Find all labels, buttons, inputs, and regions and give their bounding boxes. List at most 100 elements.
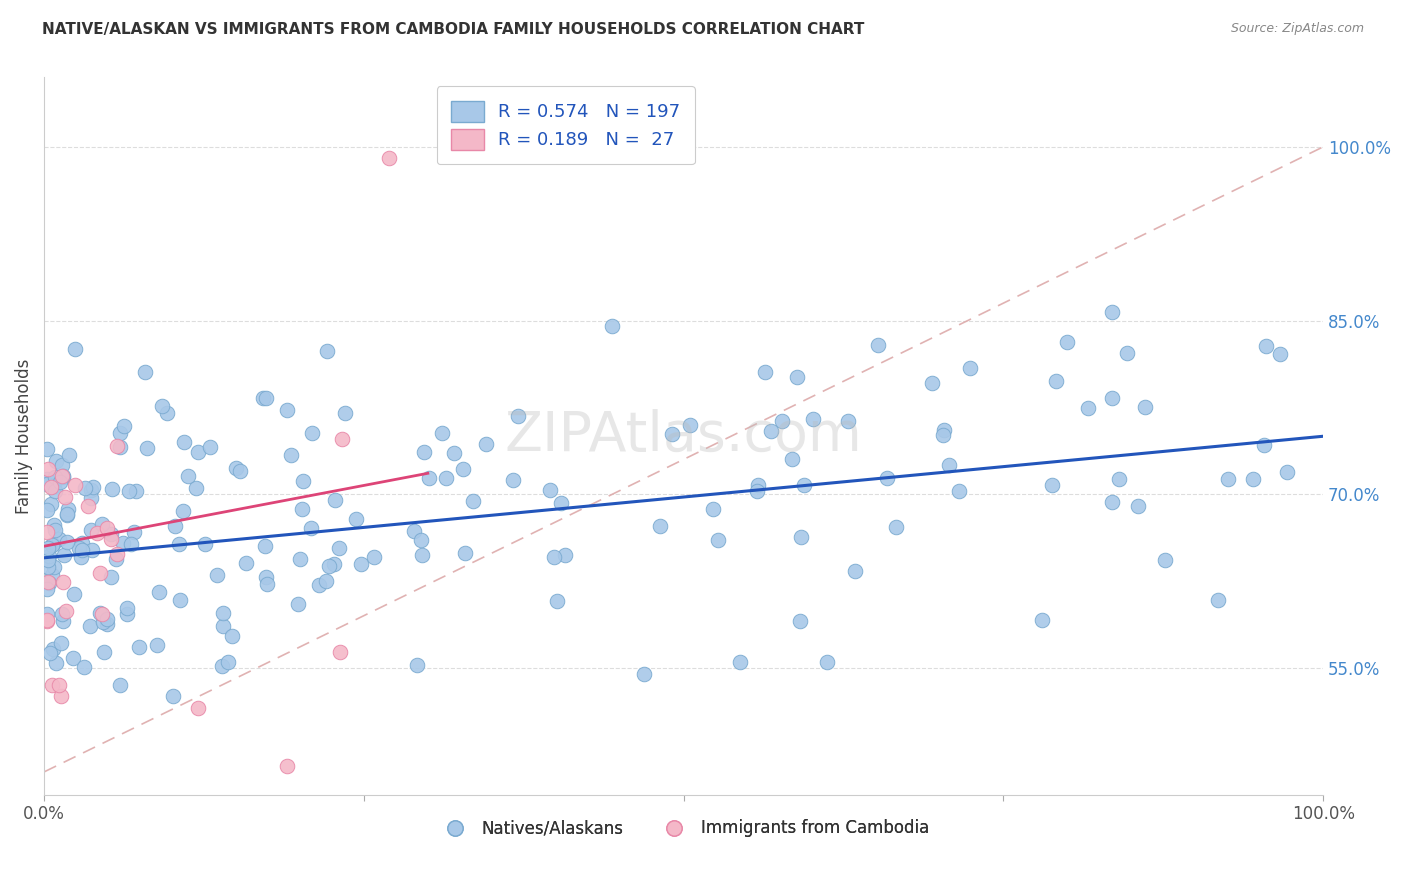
Point: [254, 391, 277, 405]
Point: [288, 551, 311, 566]
Point: [1268, 346, 1291, 360]
Point: [48, 532, 70, 546]
Text: ZIPAtlas.com: ZIPAtlas.com: [505, 409, 862, 463]
Point: [198, 440, 221, 454]
Point: [45, 454, 67, 468]
Point: [172, 504, 194, 518]
Point: [124, 524, 146, 539]
Point: [1254, 339, 1277, 353]
Point: [176, 469, 198, 483]
Point: [108, 426, 131, 441]
Point: [35, 582, 58, 596]
Point: [62, 586, 84, 600]
Point: [815, 655, 838, 669]
Point: [1253, 438, 1275, 452]
Point: [56, 502, 79, 516]
Point: [42, 560, 65, 574]
Point: [543, 549, 565, 564]
Point: [707, 533, 730, 547]
Point: [41, 538, 63, 552]
Point: [58, 448, 80, 462]
Point: [73, 481, 96, 495]
Point: [136, 442, 159, 456]
Point: [35, 442, 58, 457]
Point: [91, 516, 114, 531]
Point: [318, 558, 340, 573]
Point: [80, 543, 103, 558]
Point: [39, 497, 62, 511]
Point: [48, 678, 70, 692]
Point: [754, 366, 776, 380]
Point: [328, 541, 350, 555]
Point: [1116, 345, 1139, 359]
Point: [53, 549, 76, 563]
Point: [108, 678, 131, 692]
Point: [115, 607, 138, 622]
Point: [105, 439, 128, 453]
Point: [884, 520, 907, 534]
Point: [315, 574, 337, 589]
Point: [938, 458, 960, 472]
Point: [41, 678, 63, 692]
Point: [79, 619, 101, 633]
Point: [461, 494, 484, 508]
Point: [287, 597, 309, 611]
Point: [187, 701, 209, 715]
Point: [1101, 305, 1123, 319]
Point: [120, 536, 142, 550]
Point: [156, 407, 179, 421]
Point: [56, 508, 79, 522]
Point: [110, 440, 132, 454]
Point: [150, 399, 173, 413]
Legend: Natives/Alaskans, Immigrants from Cambodia: Natives/Alaskans, Immigrants from Cambod…: [432, 813, 935, 844]
Point: [402, 524, 425, 538]
Point: [235, 556, 257, 570]
Point: [1108, 472, 1130, 486]
Point: [931, 428, 953, 442]
Point: [1045, 375, 1067, 389]
Point: [96, 521, 118, 535]
Point: [44, 469, 66, 483]
Point: [67, 541, 90, 555]
Point: [292, 475, 315, 489]
Point: [1241, 472, 1264, 486]
Point: [80, 491, 103, 505]
Point: [454, 546, 477, 560]
Point: [299, 521, 322, 535]
Point: [52, 470, 75, 484]
Point: [600, 319, 623, 334]
Point: [117, 484, 139, 499]
Point: [405, 658, 427, 673]
Point: [51, 458, 73, 472]
Point: [173, 434, 195, 449]
Point: [1077, 401, 1099, 416]
Point: [363, 550, 385, 565]
Point: [211, 659, 233, 673]
Point: [730, 655, 752, 669]
Point: [167, 537, 190, 551]
Point: [1135, 400, 1157, 414]
Point: [329, 645, 352, 659]
Point: [89, 566, 111, 580]
Point: [37, 553, 59, 567]
Point: [52, 469, 75, 483]
Point: [217, 655, 239, 669]
Point: [254, 540, 277, 554]
Text: Source: ZipAtlas.com: Source: ZipAtlas.com: [1230, 22, 1364, 36]
Point: [91, 615, 114, 629]
Point: [49, 636, 72, 650]
Point: [35, 503, 58, 517]
Point: [134, 364, 156, 378]
Point: [225, 461, 247, 475]
Point: [65, 342, 87, 356]
Point: [42, 641, 65, 656]
Point: [1126, 500, 1149, 514]
Point: [1031, 613, 1053, 627]
Point: [101, 482, 124, 496]
Point: [789, 614, 811, 628]
Point: [921, 376, 943, 390]
Point: [443, 446, 465, 460]
Point: [77, 500, 100, 514]
Point: [308, 578, 330, 592]
Point: [100, 569, 122, 583]
